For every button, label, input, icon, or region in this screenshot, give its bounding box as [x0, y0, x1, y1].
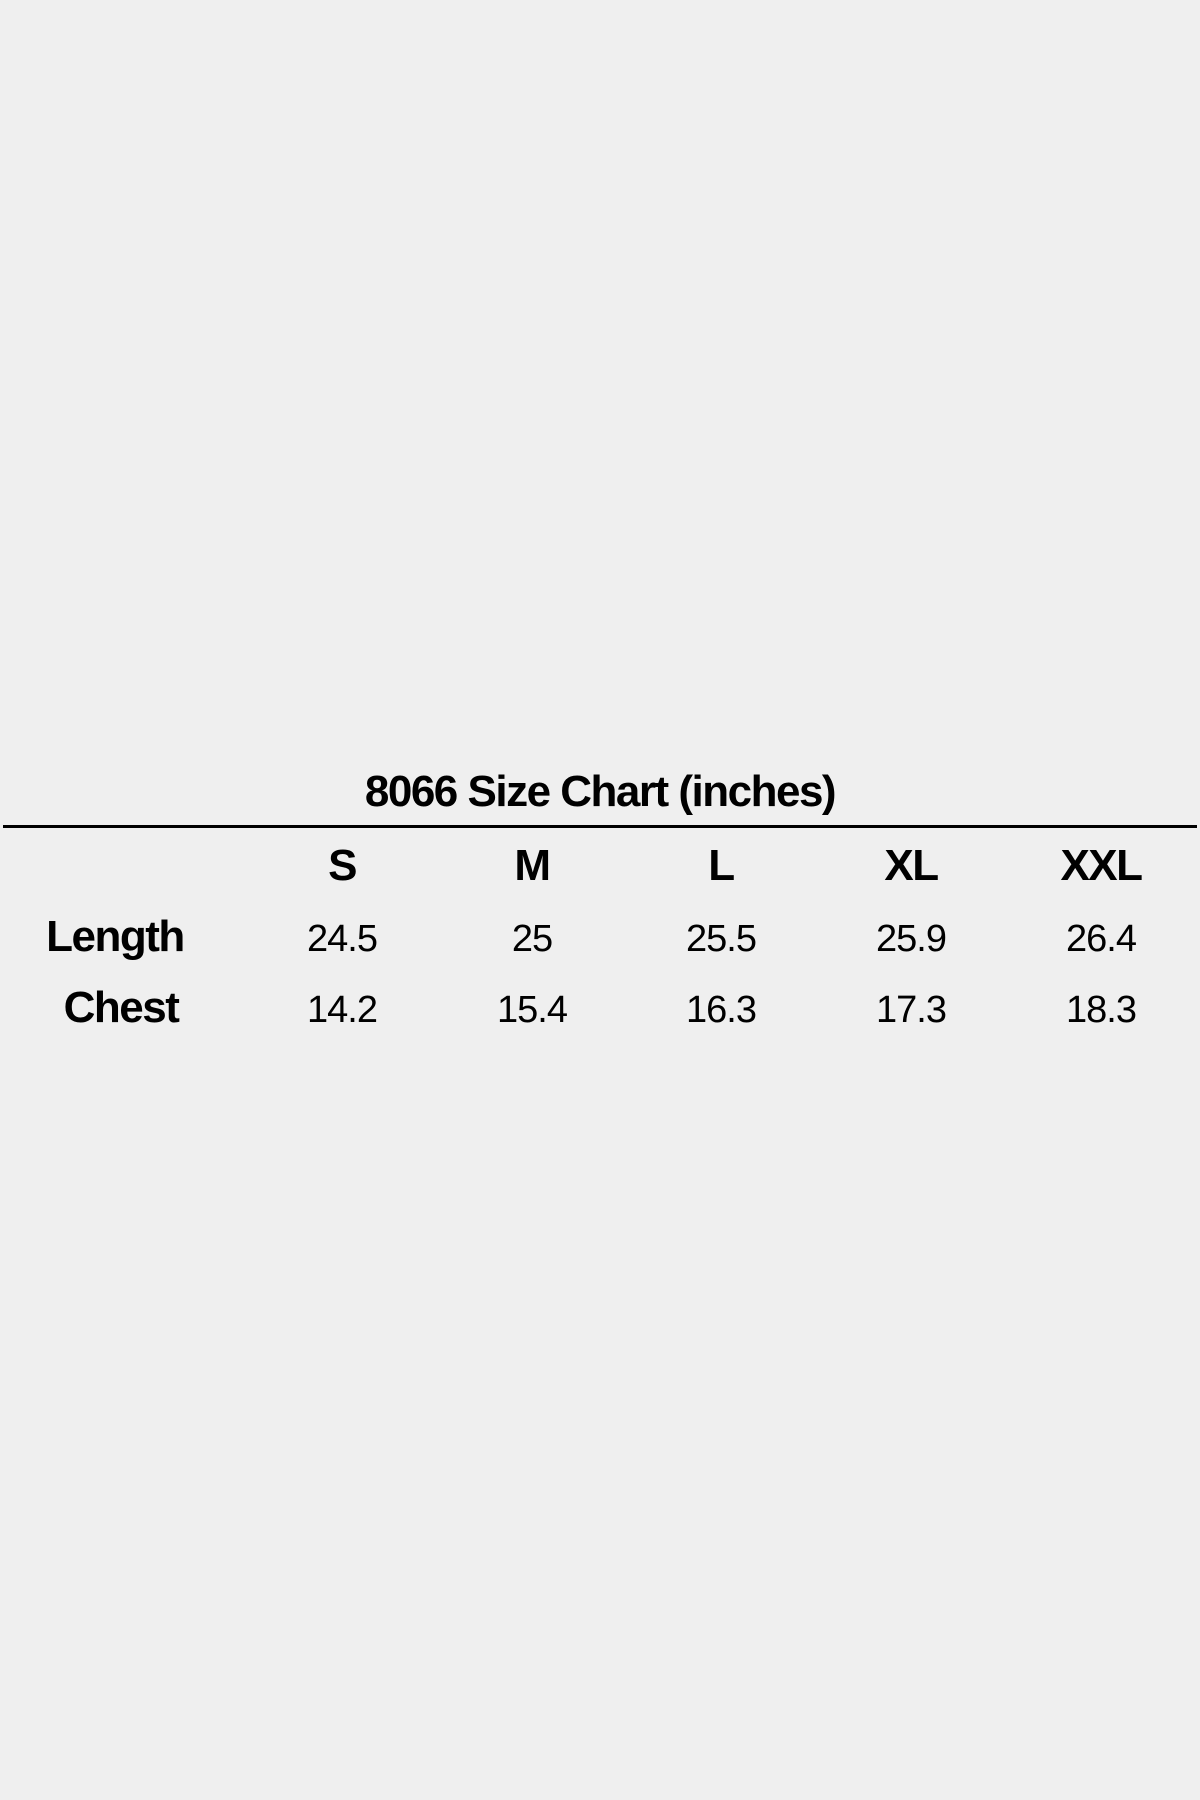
column-header-m: M — [514, 841, 551, 890]
table-cell: 17.3 — [876, 989, 947, 1031]
table-cell: 24.5 — [307, 918, 378, 960]
column-header-xl: XL — [884, 841, 939, 890]
column-header-l: L — [708, 841, 735, 890]
table-cell: 25.9 — [876, 918, 947, 960]
table-cell: 25 — [511, 918, 553, 960]
column-header-xxl: XXL — [1060, 841, 1143, 890]
row-label-chest: Chest — [63, 983, 180, 1032]
table-cell: 15.4 — [497, 989, 568, 1031]
row-label-length: Length — [46, 912, 185, 961]
table-cell: 14.2 — [307, 989, 378, 1031]
table-cell: 25.5 — [686, 918, 757, 960]
table-cell: 18.3 — [1066, 989, 1137, 1031]
table-cell: 16.3 — [686, 989, 757, 1031]
page-title: 8066 Size Chart (inches) — [364, 767, 837, 816]
table-cell: 26.4 — [1066, 918, 1137, 960]
title-divider — [3, 825, 1197, 828]
column-header-s: S — [328, 841, 357, 890]
